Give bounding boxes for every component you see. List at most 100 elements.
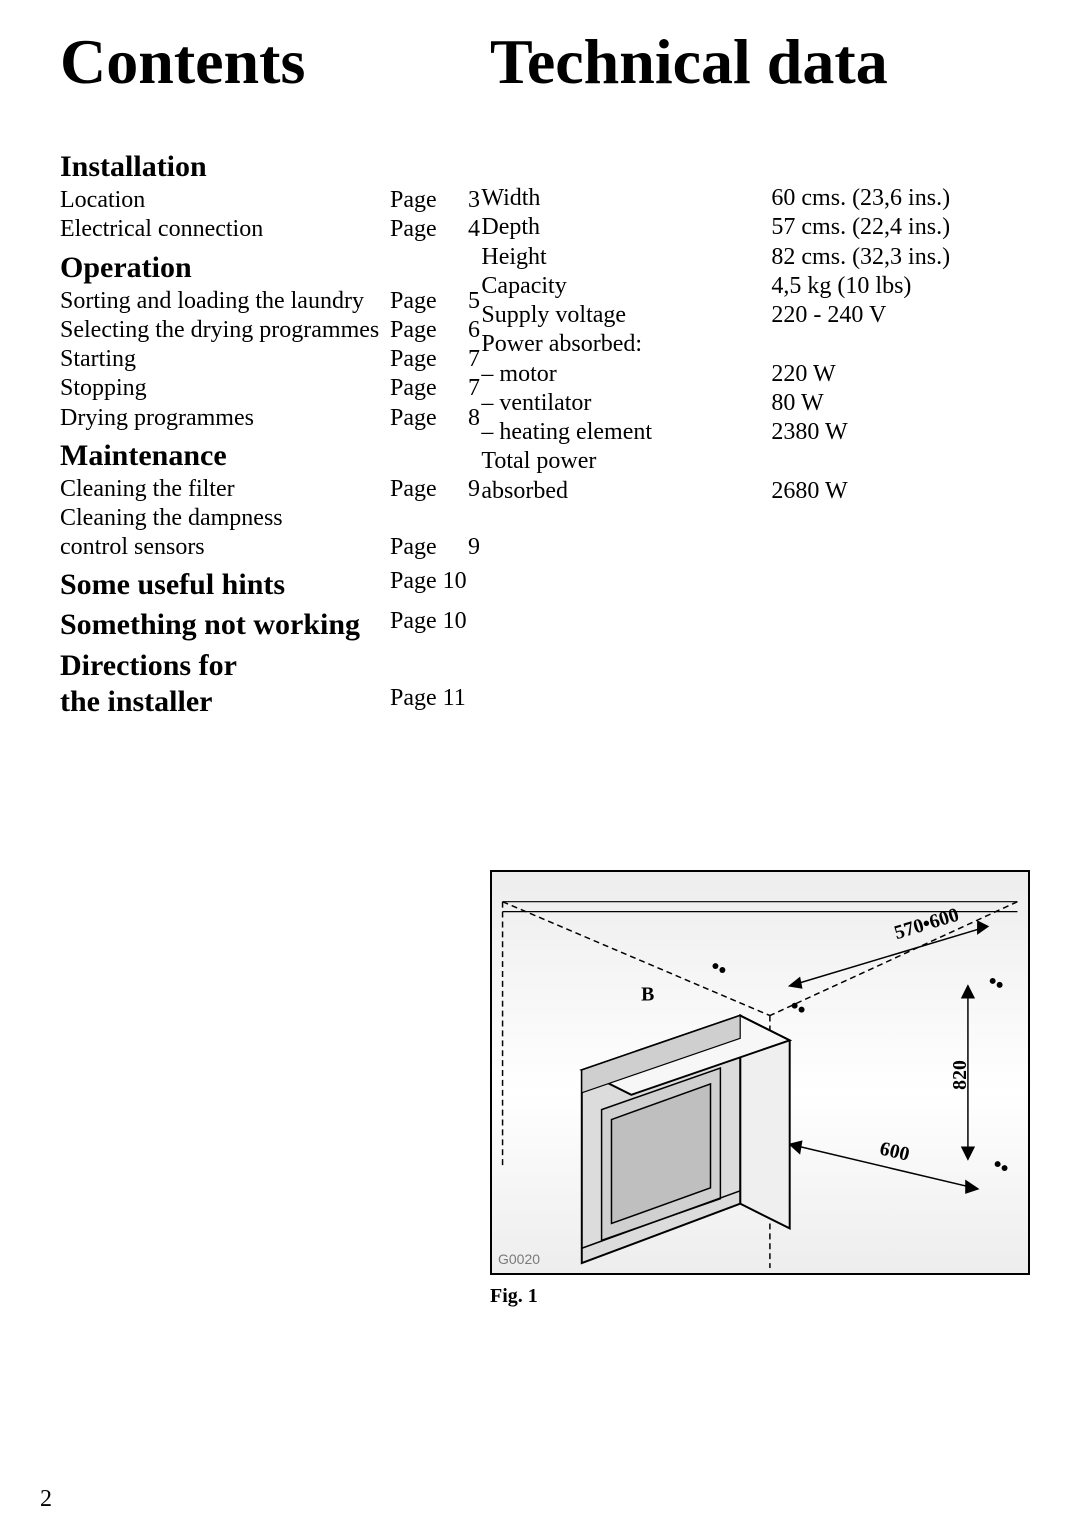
spec-label: – heating element [481,418,771,447]
toc-page-num: 9 [450,533,480,562]
toc-label: Sorting and loading the laundry [60,287,390,316]
toc-page-num: 7 [450,374,480,403]
toc-row: Location Page 3 [60,186,481,215]
spec-value [771,330,1040,359]
toc-label: Electrical connection [60,215,390,244]
spec-label: Supply voltage [481,301,771,330]
spec-row: Width 60 cms. (23,6 ins.) [481,184,1040,213]
toc-row: the installer Page 11 [60,684,481,721]
toc-row: Something not working Page 10 [60,607,481,644]
two-column-body: Installation Location Page 3 Electrical … [60,144,1040,721]
toc-label: Drying programmes [60,404,390,433]
toc-page-num: 5 [450,287,480,316]
toc-row: Cleaning the dampness [60,504,481,533]
toc-page-num: 6 [450,316,480,345]
spec-label: Height [481,243,771,272]
toc-page-num: 7 [450,345,480,374]
toc-label: Starting [60,345,390,374]
toc-page-word: Page [390,533,450,562]
spec-row: absorbed 2680 W [481,477,1040,506]
toc-page-word: Page [390,316,450,345]
figure-watermark: G0020 [498,1251,540,1267]
contents-column: Installation Location Page 3 Electrical … [60,144,481,721]
spec-row: Power absorbed: [481,330,1040,359]
toc-heading: Some useful hints [60,567,390,604]
toc-row: control sensors Page 9 [60,533,481,562]
toc-row: Some useful hints Page 10 [60,567,481,604]
toc-label: Selecting the drying programmes [60,316,390,345]
toc-row: Sorting and loading the laundry Page 5 [60,287,481,316]
spec-label: Width [481,184,771,213]
figure-frame: 570•600 820 600 [490,870,1030,1275]
spec-value: 80 W [771,389,1040,418]
spec-value: 60 cms. (23,6 ins.) [771,184,1040,213]
spec-row: Depth 57 cms. (22,4 ins.) [481,213,1040,242]
spec-label: Total power [481,447,771,476]
dryer-dimension-diagram: 570•600 820 600 [492,872,1028,1273]
section-heading-maintenance: Maintenance [60,439,481,473]
toc-page-word: Page [390,345,450,374]
spec-value: 57 cms. (22,4 ins.) [771,213,1040,242]
dim-height-label: 820 [949,1060,971,1090]
spec-row: Capacity 4,5 kg (10 lbs) [481,272,1040,301]
toc-page-word: Page [390,404,450,433]
dim-width-label: 600 [878,1138,912,1166]
toc-label: Stopping [60,374,390,403]
toc-page-word: Page [390,287,450,316]
toc-page-num: 4 [450,215,480,244]
toc-page: Page 10 [390,607,480,644]
toc-label: Cleaning the filter [60,475,390,504]
toc-row: Selecting the drying programmes Page 6 [60,316,481,345]
spec-row: – motor 220 W [481,360,1040,389]
toc-row: Electrical connection Page 4 [60,215,481,244]
toc-heading: Something not working [60,607,390,644]
section-heading-installation: Installation [60,150,481,184]
toc-row: Drying programmes Page 8 [60,404,481,433]
toc-page: Page 11 [390,684,480,721]
spec-label: Capacity [481,272,771,301]
toc-page-word: Page [390,186,450,215]
toc-page: Page 10 [390,567,480,604]
toc-page-word: Page [390,374,450,403]
figure-letter-b: B [641,984,654,1006]
spec-row: Supply voltage 220 - 240 V [481,301,1040,330]
toc-heading: Directions for [60,648,390,685]
contents-title: Contents [60,30,490,94]
toc-page-num: 9 [450,475,480,504]
toc-page-word: Page [390,475,450,504]
technical-data-column: Width 60 cms. (23,6 ins.) Depth 57 cms. … [481,144,1040,721]
spec-row: – heating element 2380 W [481,418,1040,447]
spec-row: Total power [481,447,1040,476]
toc-page-word: Page [390,215,450,244]
spec-value: 220 - 240 V [771,301,1040,330]
toc-label: Location [60,186,390,215]
toc-page-num: 8 [450,404,480,433]
spec-value: 220 W [771,360,1040,389]
page: Contents Technical data Installation Loc… [0,0,1080,1533]
toc-label: control sensors [60,533,390,562]
toc-page-num: 3 [450,186,480,215]
figure-1: 570•600 820 600 [490,870,1030,1308]
spec-label: absorbed [481,477,771,506]
toc-label: Cleaning the dampness [60,504,390,533]
toc-row: Directions for [60,648,481,685]
spec-row: – ventilator 80 W [481,389,1040,418]
technical-data-title: Technical data [490,30,1040,94]
page-number: 2 [40,1486,52,1513]
title-row: Contents Technical data [60,30,1040,94]
spec-value: 4,5 kg (10 lbs) [771,272,1040,301]
spec-value: 2680 W [771,477,1040,506]
section-heading-operation: Operation [60,251,481,285]
toc-heading: the installer [60,684,390,721]
spec-value: 2380 W [771,418,1040,447]
spec-value: 82 cms. (32,3 ins.) [771,243,1040,272]
spec-label: Power absorbed: [481,330,771,359]
spec-row: Height 82 cms. (32,3 ins.) [481,243,1040,272]
toc-row: Starting Page 7 [60,345,481,374]
spec-label: – ventilator [481,389,771,418]
toc-row: Cleaning the filter Page 9 [60,475,481,504]
spec-label: – motor [481,360,771,389]
spec-label: Depth [481,213,771,242]
toc-row: Stopping Page 7 [60,374,481,403]
figure-caption: Fig. 1 [490,1285,1030,1308]
